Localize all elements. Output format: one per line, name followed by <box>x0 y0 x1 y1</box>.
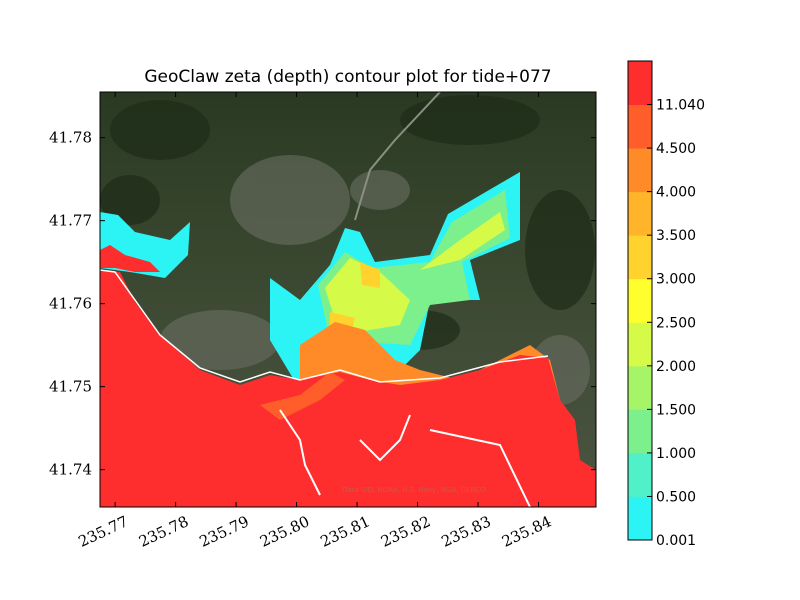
x-tick-label: 235.81 <box>318 512 373 551</box>
colorbar-label: 4.000 <box>656 185 696 201</box>
plot-frame <box>99 91 597 508</box>
colorbar-segment <box>628 322 652 367</box>
y-tick-label: 41.77 <box>49 212 92 230</box>
colorbar-label: 3.500 <box>656 228 696 244</box>
colorbar-segment <box>628 452 652 497</box>
colorbar-segment <box>628 148 652 193</box>
y-axis: 41.74 41.75 41.76 41.77 41.78 <box>49 129 596 479</box>
colorbar: 0.001 0.500 1.000 1.500 2.000 2.500 3.000 3.500… <box>627 60 705 549</box>
x-tick-label: 235.84 <box>499 512 554 551</box>
colorbar-label: 0.500 <box>656 489 696 505</box>
shoreline-contour <box>100 269 549 383</box>
colorbar-segment <box>628 61 652 106</box>
map-attribution: Data SIO, NOAA, U.S. Navy, NGA, GEBCO <box>342 486 486 494</box>
chart-title: GeoClaw zeta (depth) contour plot for ti… <box>144 67 551 87</box>
colorbar-frame <box>627 60 653 541</box>
colorbar-segment <box>628 191 652 236</box>
colorbar-label: 1.000 <box>656 446 696 462</box>
colorbar-label: 11.040 <box>656 98 705 114</box>
estuary-channel <box>260 372 345 420</box>
x-tick-label: 235.79 <box>197 512 252 551</box>
colorbar-label: 2.000 <box>656 359 696 375</box>
contour-level-6 <box>100 245 596 507</box>
x-tick-label: 235.80 <box>257 512 312 551</box>
colorbar-label: 3.000 <box>656 272 696 288</box>
x-tick-label: 235.82 <box>378 512 433 551</box>
colorbar-label: 2.500 <box>656 315 696 331</box>
colorbar-label: 0.001 <box>656 533 696 549</box>
colorbar-segment <box>628 235 652 280</box>
colorbar-segment <box>628 409 652 454</box>
contour-level-3 <box>325 212 505 335</box>
x-tick-label: 235.78 <box>136 512 191 551</box>
x-tick-label: 235.83 <box>439 512 494 551</box>
colorbar-segment <box>628 365 652 410</box>
y-tick-label: 41.76 <box>49 295 92 313</box>
y-tick-label: 41.75 <box>49 378 92 396</box>
breakwater-line <box>279 409 531 507</box>
y-tick-label: 41.74 <box>49 461 92 479</box>
colorbar-label: 4.500 <box>656 141 696 157</box>
contour-level-4 <box>330 262 380 335</box>
y-tick-label: 41.78 <box>49 129 92 147</box>
highway-line <box>354 92 441 221</box>
plot-area: Data SIO, NOAA, U.S. Navy, NGA, GEBCO <box>100 92 596 507</box>
contour-level-1 <box>100 172 520 390</box>
colorbar-label: 1.500 <box>656 402 696 418</box>
colorbar-segment <box>628 278 652 323</box>
x-tick-label: 235.77 <box>76 512 131 551</box>
colorbar-segment <box>628 104 652 149</box>
colorbar-segment <box>628 496 652 541</box>
